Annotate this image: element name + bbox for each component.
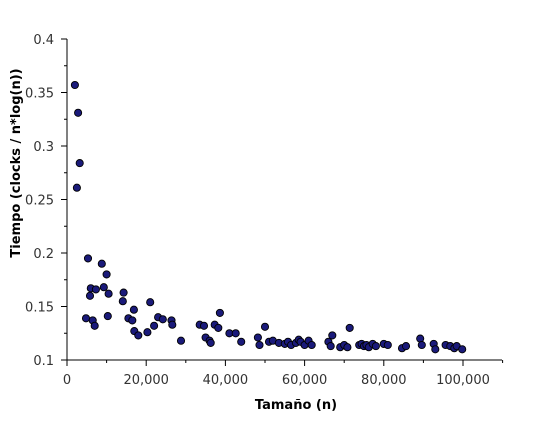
data-point <box>90 321 99 330</box>
data-point <box>206 338 215 347</box>
data-point <box>343 343 352 352</box>
data-point <box>99 283 108 292</box>
data-point <box>431 345 440 354</box>
data-point <box>255 340 264 350</box>
y-tick-label: 0.15 <box>25 301 54 316</box>
y-tick-label: 0.1 <box>33 354 54 369</box>
data-point <box>253 333 262 342</box>
x-tick-label: 100,000 <box>436 373 490 388</box>
y-tick-label: 0.4 <box>33 33 54 48</box>
data-point <box>231 329 240 338</box>
data-point <box>417 340 426 350</box>
y-ticks: 0.1 0.15 0.2 0.25 0.3 0.35 0.4 <box>25 33 67 369</box>
x-axis-title: Tamaño (n) <box>255 398 337 413</box>
data-point <box>383 340 392 350</box>
data-point <box>328 331 337 340</box>
data-point <box>215 308 224 317</box>
data-point <box>168 320 177 329</box>
data-point <box>85 291 95 300</box>
data-point <box>143 328 152 337</box>
data-point <box>458 345 467 354</box>
data-point <box>81 314 91 323</box>
y-axis-title: Tiempo (clocks / n*log(n)) <box>9 68 24 257</box>
data-points <box>70 80 467 354</box>
data-point <box>83 254 93 263</box>
data-point <box>214 323 223 332</box>
x-tick-label: 80,000 <box>361 373 407 388</box>
x-tick-label: 40,000 <box>203 373 249 388</box>
data-point <box>146 298 155 307</box>
y-tick-label: 0.35 <box>25 87 54 102</box>
data-point <box>128 316 137 325</box>
data-point <box>260 322 270 331</box>
data-point <box>150 321 159 330</box>
x-ticks: 0 20,000 40,000 60,000 80,000 100,000 <box>63 360 504 388</box>
data-point <box>70 80 79 90</box>
data-point <box>237 337 246 346</box>
data-point <box>102 270 111 279</box>
data-point <box>75 159 84 168</box>
y-tick-label: 0.2 <box>33 247 54 262</box>
x-tick-label: 60,000 <box>282 373 328 388</box>
data-point <box>345 323 354 332</box>
y-tick-label: 0.3 <box>33 140 54 155</box>
data-point <box>104 289 113 298</box>
data-point <box>103 312 112 321</box>
data-point <box>401 342 411 351</box>
x-tick-label: 0 <box>63 373 71 388</box>
data-point <box>371 342 380 351</box>
x-tick-label: 20,000 <box>123 373 169 388</box>
y-tick-label: 0.25 <box>25 194 54 209</box>
data-point <box>326 342 335 351</box>
data-point <box>134 331 143 340</box>
data-point <box>91 285 100 294</box>
data-point <box>97 259 106 268</box>
data-point <box>118 297 127 306</box>
data-point <box>176 336 186 345</box>
data-point <box>72 183 81 192</box>
data-point <box>199 321 209 330</box>
data-point <box>158 315 167 324</box>
data-point <box>307 340 316 350</box>
data-point <box>129 305 138 314</box>
data-point <box>74 108 83 117</box>
data-point <box>119 288 128 297</box>
